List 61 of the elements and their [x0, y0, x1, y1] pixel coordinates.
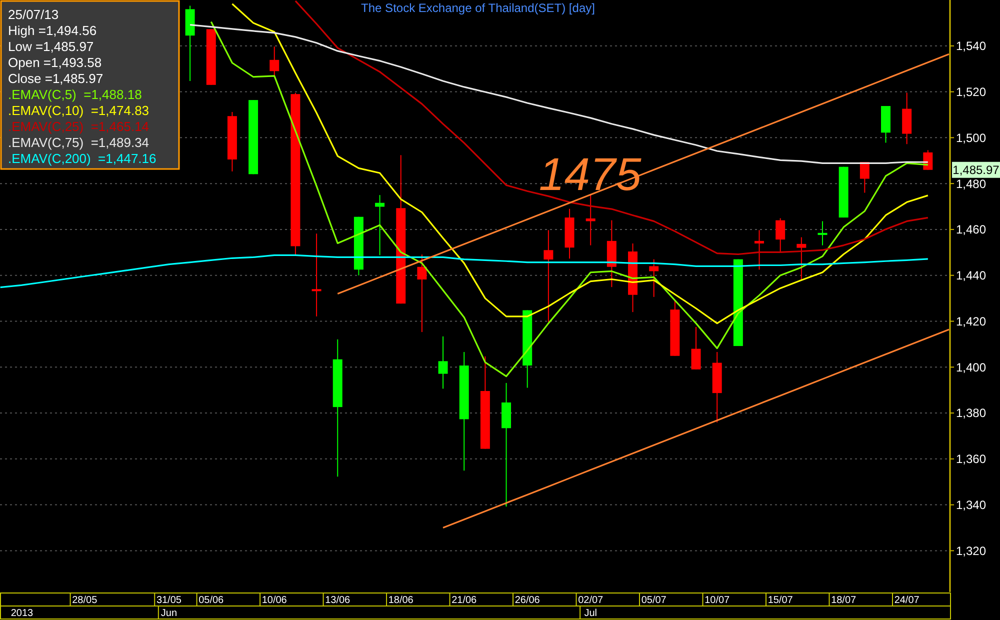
candlestick [417, 254, 427, 333]
y-tick-label: 1,360 [956, 452, 986, 466]
text: .EMAV(C,10) =1,474.83 [8, 103, 150, 118]
x-tick-label: 18/06 [388, 595, 414, 606]
annotation: Low =1,485.97 [8, 39, 94, 54]
candlestick [270, 46, 280, 76]
text: .EMAV(C,75) =1,489.34 [8, 135, 150, 150]
x-tick-label: 28/05 [72, 595, 98, 606]
annotation: High =1,494.56 [8, 23, 97, 38]
line-series [336, 53, 950, 295]
candlestick [860, 161, 870, 194]
candlestick [796, 236, 806, 282]
candlestick [649, 258, 659, 298]
y-tick-label: 1,440 [956, 268, 986, 283]
candlestick [312, 233, 322, 317]
chart-title: The Stock Exchange of Thailand(SET) [day] [361, 1, 595, 15]
annotation: 25/07/13 [8, 7, 59, 22]
candlestick [438, 336, 448, 390]
candlestick [586, 194, 596, 246]
y-tick-label: 1,520 [956, 84, 986, 99]
annotation: Close =1,485.97 [8, 71, 104, 86]
candlestick [691, 326, 701, 370]
y-tick-label: 1,400 [956, 360, 986, 374]
y-tick-label: 1,320 [956, 544, 986, 558]
candlestick [375, 194, 385, 256]
annotation: 1475 [538, 148, 642, 200]
y-tick-label: 1,500 [956, 130, 986, 145]
text: .EMAV(C,5) =1,488.18 [8, 87, 142, 102]
y-tick-label: 1,460 [956, 222, 986, 237]
x-tick-label: 26/06 [514, 595, 540, 606]
x-tick-label: 05/07 [641, 595, 667, 606]
x-tick-label: 18/07 [831, 595, 857, 606]
x-tick-label: 10/06 [262, 595, 288, 606]
y-tick-label: 1,540 [956, 39, 986, 54]
text: .EMAV(C,25) =1,465.14 [8, 119, 150, 134]
candlestick [544, 230, 554, 322]
y-tick-label: 1,340 [956, 498, 986, 512]
candlestick [754, 230, 764, 270]
y-tick-label: 1,420 [956, 314, 986, 328]
x-tick-label: 05/06 [198, 595, 224, 606]
line-series [294, 0, 929, 256]
line-series [442, 328, 950, 529]
x-tick-label: 13/06 [325, 595, 351, 606]
text: 1,485.97 [952, 163, 1000, 178]
candlestick [776, 218, 786, 253]
x-tick-label: 31/05 [156, 595, 182, 606]
x-tick-label: 15/07 [768, 595, 794, 606]
x-tick-label: 24/07 [894, 595, 920, 606]
annotation: Open =1,493.58 [8, 55, 102, 70]
text: Jun [160, 608, 178, 619]
line-series [231, 3, 929, 324]
y-tick-label: 1,480 [956, 176, 986, 191]
text: 2013 [10, 608, 34, 619]
candlestick [818, 220, 828, 246]
x-tick-label: 21/06 [452, 595, 478, 606]
x-tick-label: 10/07 [704, 595, 730, 606]
text: .EMAV(C,200) =1,447.16 [8, 151, 156, 166]
line-series [0, 254, 929, 288]
x-tick-label: 02/07 [578, 595, 604, 606]
y-tick-label: 1,380 [956, 406, 986, 420]
text: Jul [584, 608, 597, 619]
